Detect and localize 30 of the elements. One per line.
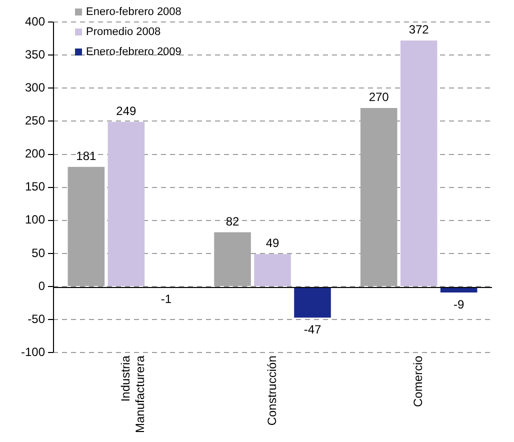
data-label: 249 — [116, 104, 137, 118]
y-tick-label: 150 — [24, 180, 46, 194]
y-tick-label: 250 — [24, 114, 46, 128]
y-tick-label: 0 — [38, 278, 46, 293]
x-tick-label: Industria Manufacturera — [118, 355, 147, 433]
bar — [294, 287, 331, 318]
legend-label: Enero-febrero 2009 — [86, 46, 182, 58]
x-tick-label: Construcción — [264, 356, 279, 426]
data-label: -47 — [304, 322, 322, 337]
y-tick-label: -100 — [20, 344, 46, 359]
y-tick-label: 100 — [24, 212, 46, 227]
data-label: 82 — [226, 214, 240, 228]
legend-label: Promedio 2008 — [86, 26, 161, 38]
bar — [254, 254, 291, 286]
data-label: 181 — [76, 148, 97, 163]
data-label: -9 — [453, 297, 464, 312]
x-tick-label: Comercio — [411, 355, 426, 407]
y-tick-label: -50 — [28, 312, 46, 326]
bar — [400, 40, 438, 286]
legend-label: Enero-febrero 2008 — [86, 6, 182, 18]
data-label: 270 — [368, 90, 390, 104]
y-tick-label: 400 — [24, 14, 46, 28]
data-label: 49 — [266, 236, 280, 250]
data-label: -1 — [160, 292, 172, 306]
y-tick-label: 50 — [32, 246, 46, 260]
bar — [108, 122, 145, 286]
y-tick-label: 350 — [24, 47, 46, 62]
data-label: 372 — [408, 22, 430, 37]
y-tick-label: 200 — [24, 146, 46, 161]
y-tick-label: 300 — [24, 80, 46, 94]
